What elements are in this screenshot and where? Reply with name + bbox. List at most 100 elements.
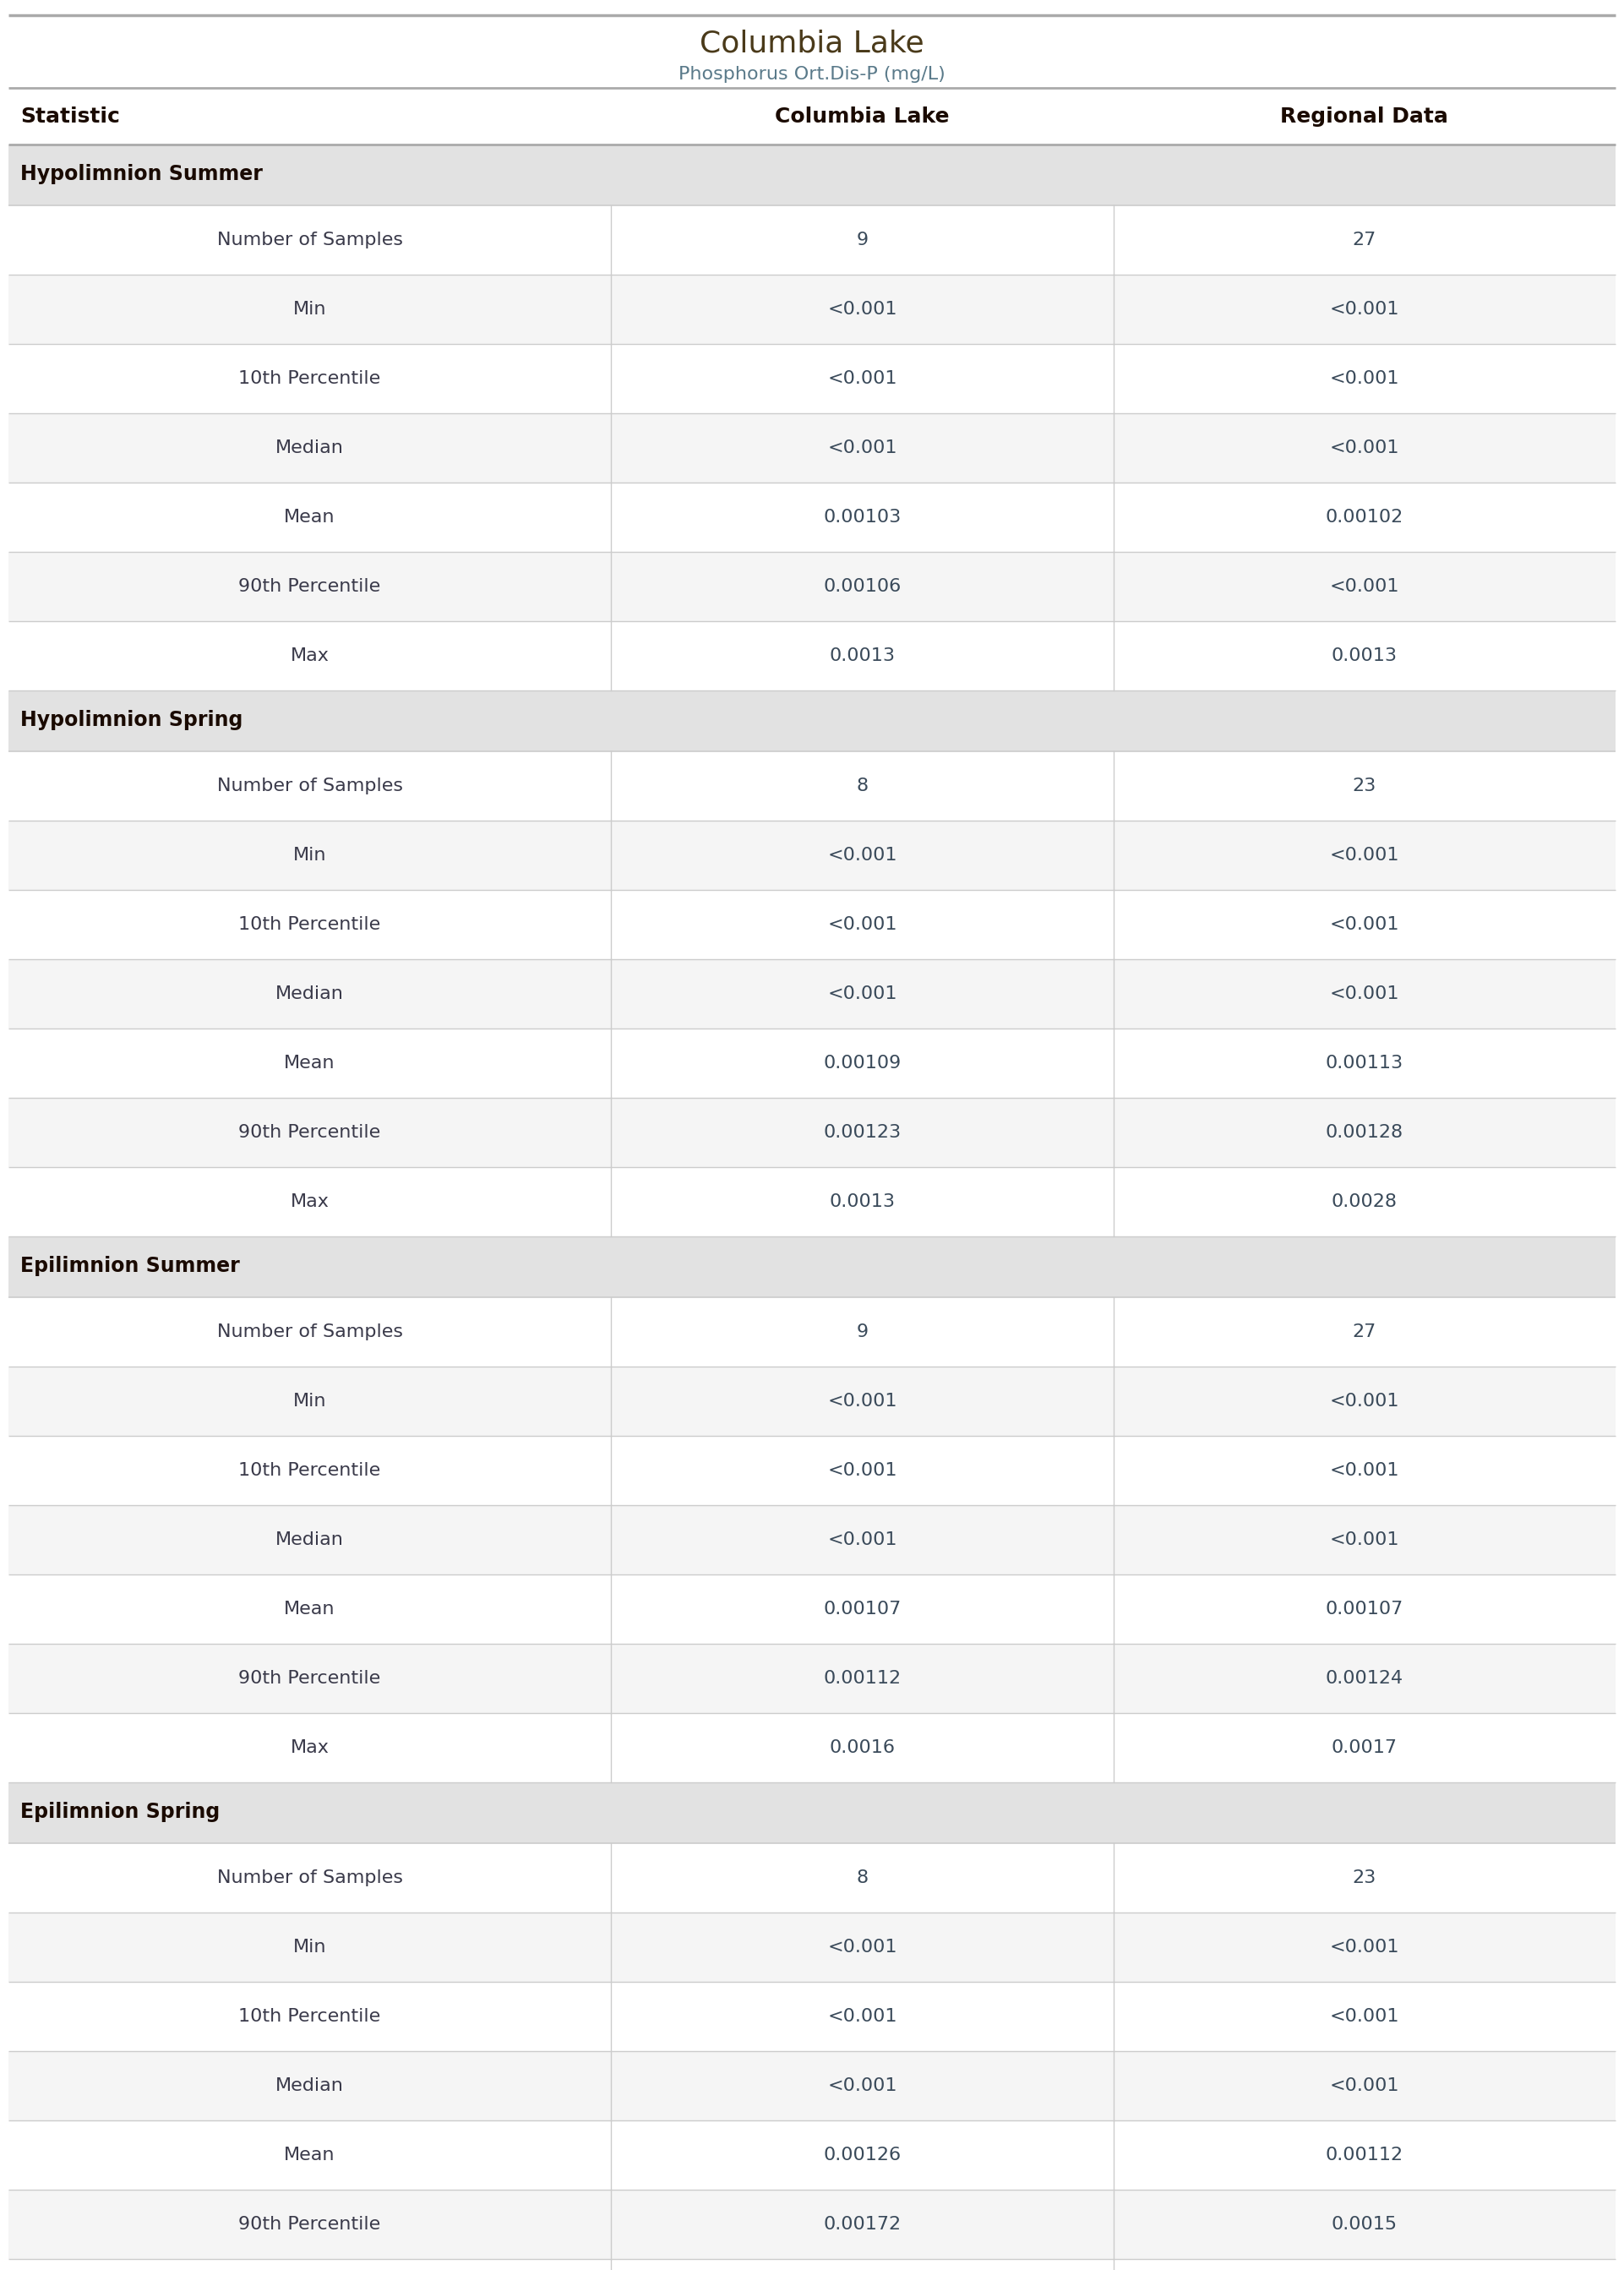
Bar xyxy=(8,1296,1616,1367)
Text: Median: Median xyxy=(276,2077,344,2093)
Text: 0.00106: 0.00106 xyxy=(823,577,901,595)
Text: <0.001: <0.001 xyxy=(1330,847,1400,863)
Text: 0.00107: 0.00107 xyxy=(1325,1600,1403,1616)
Bar xyxy=(8,1982,1616,2050)
Text: 0.00102: 0.00102 xyxy=(1325,508,1403,524)
Bar xyxy=(8,1367,1616,1435)
Text: Median: Median xyxy=(276,1530,344,1548)
Text: 10th Percentile: 10th Percentile xyxy=(239,1462,382,1478)
Text: <0.001: <0.001 xyxy=(827,1462,896,1478)
Text: 27: 27 xyxy=(1353,1323,1377,1339)
Text: 90th Percentile: 90th Percentile xyxy=(239,2216,382,2231)
Text: 0.00113: 0.00113 xyxy=(1325,1053,1403,1071)
Text: <0.001: <0.001 xyxy=(827,438,896,456)
Text: 23: 23 xyxy=(1353,1868,1377,1886)
Bar xyxy=(8,1843,1616,1911)
Bar xyxy=(8,1167,1616,1235)
Text: <0.001: <0.001 xyxy=(1330,985,1400,1001)
Text: <0.001: <0.001 xyxy=(827,300,896,318)
Bar xyxy=(8,204,1616,275)
Text: Hypolimnion Summer: Hypolimnion Summer xyxy=(19,163,263,184)
Text: <0.001: <0.001 xyxy=(1330,1530,1400,1548)
Bar xyxy=(8,413,1616,481)
Text: <0.001: <0.001 xyxy=(1330,2007,1400,2025)
Text: Number of Samples: Number of Samples xyxy=(218,1323,403,1339)
Text: <0.001: <0.001 xyxy=(827,2077,896,2093)
Text: Epilimnion Summer: Epilimnion Summer xyxy=(19,1255,240,1276)
Text: 8: 8 xyxy=(856,776,869,794)
Text: 90th Percentile: 90th Percentile xyxy=(239,577,382,595)
Bar xyxy=(8,1643,1616,1712)
Text: Median: Median xyxy=(276,985,344,1001)
Text: 10th Percentile: 10th Percentile xyxy=(239,370,382,386)
Text: <0.001: <0.001 xyxy=(827,2007,896,2025)
Text: <0.001: <0.001 xyxy=(1330,300,1400,318)
Bar xyxy=(8,1911,1616,1982)
Text: Number of Samples: Number of Samples xyxy=(218,1868,403,1886)
Text: 0.0028: 0.0028 xyxy=(1332,1194,1397,1210)
Bar xyxy=(8,690,1616,751)
Text: 90th Percentile: 90th Percentile xyxy=(239,1668,382,1687)
Bar xyxy=(8,2120,1616,2188)
Bar xyxy=(8,143,1616,204)
Text: Number of Samples: Number of Samples xyxy=(218,776,403,794)
Bar xyxy=(8,1505,1616,1573)
Text: 8: 8 xyxy=(856,1868,869,1886)
Text: <0.001: <0.001 xyxy=(827,1530,896,1548)
Text: Min: Min xyxy=(292,1392,326,1410)
Text: 0.00123: 0.00123 xyxy=(823,1124,901,1140)
Text: 0.00128: 0.00128 xyxy=(1325,1124,1403,1140)
Text: Max: Max xyxy=(291,647,330,663)
Text: <0.001: <0.001 xyxy=(827,370,896,386)
Text: Statistic: Statistic xyxy=(19,107,120,127)
Bar xyxy=(8,620,1616,690)
Text: <0.001: <0.001 xyxy=(1330,1939,1400,1954)
Text: Columbia Lake: Columbia Lake xyxy=(700,30,924,57)
Text: Mean: Mean xyxy=(284,2145,335,2163)
Text: <0.001: <0.001 xyxy=(827,847,896,863)
Text: <0.001: <0.001 xyxy=(1330,2077,1400,2093)
Bar xyxy=(8,2050,1616,2120)
Bar xyxy=(8,1782,1616,1843)
Text: Mean: Mean xyxy=(284,1053,335,1071)
Text: Number of Samples: Number of Samples xyxy=(218,232,403,247)
Bar xyxy=(8,1028,1616,1096)
Bar xyxy=(8,1573,1616,1643)
Text: Median: Median xyxy=(276,438,344,456)
Text: 9: 9 xyxy=(856,1323,869,1339)
Text: 0.0017: 0.0017 xyxy=(1332,1739,1397,1755)
Bar xyxy=(8,819,1616,890)
Text: 0.00103: 0.00103 xyxy=(823,508,901,524)
Text: 10th Percentile: 10th Percentile xyxy=(239,2007,382,2025)
Bar xyxy=(8,2188,1616,2259)
Text: <0.001: <0.001 xyxy=(827,915,896,933)
Text: Mean: Mean xyxy=(284,508,335,524)
Bar xyxy=(8,890,1616,958)
Text: Min: Min xyxy=(292,847,326,863)
Text: <0.001: <0.001 xyxy=(1330,438,1400,456)
Text: 27: 27 xyxy=(1353,232,1377,247)
Text: <0.001: <0.001 xyxy=(827,1392,896,1410)
Text: 0.0016: 0.0016 xyxy=(830,1739,895,1755)
Text: <0.001: <0.001 xyxy=(1330,915,1400,933)
Text: 0.0015: 0.0015 xyxy=(1332,2216,1397,2231)
Bar xyxy=(8,552,1616,620)
Text: Columbia Lake: Columbia Lake xyxy=(775,107,950,127)
Bar xyxy=(8,275,1616,343)
Text: Min: Min xyxy=(292,1939,326,1954)
Text: 0.00172: 0.00172 xyxy=(823,2216,901,2231)
Text: 10th Percentile: 10th Percentile xyxy=(239,915,382,933)
Text: Max: Max xyxy=(291,1194,330,1210)
Bar xyxy=(8,1235,1616,1296)
Text: Epilimnion Spring: Epilimnion Spring xyxy=(19,1802,219,1823)
Text: Max: Max xyxy=(291,1739,330,1755)
Text: 0.00112: 0.00112 xyxy=(1325,2145,1403,2163)
Text: Phosphorus Ort.Dis-P (mg/L): Phosphorus Ort.Dis-P (mg/L) xyxy=(679,66,945,82)
Text: Min: Min xyxy=(292,300,326,318)
Bar xyxy=(8,958,1616,1028)
Text: 9: 9 xyxy=(856,232,869,247)
Text: <0.001: <0.001 xyxy=(1330,370,1400,386)
Bar xyxy=(8,343,1616,413)
Text: Regional Data: Regional Data xyxy=(1280,107,1449,127)
Text: <0.001: <0.001 xyxy=(1330,1392,1400,1410)
